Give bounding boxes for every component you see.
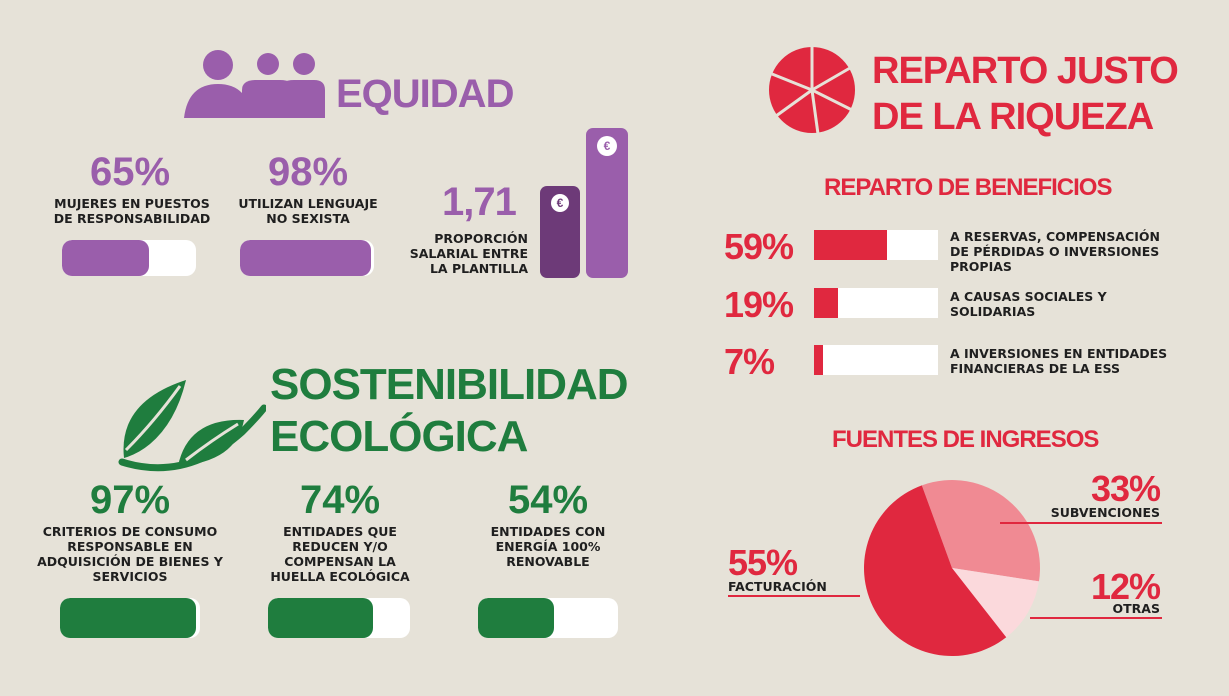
sostenibilidad-title-line1: SOSTENIBILIDAD [270,360,629,409]
ingresos-subvenciones-value: 33% [1090,468,1161,509]
stat-lenguaje-value: 98% [267,150,349,194]
sostenibilidad-title-line2: ECOLÓGICA [270,412,528,461]
sostenibilidad-section: SOSTENIBILIDAD ECOLÓGICA 97% CRITERIOS D… [0,350,640,696]
ingresos-facturacion-line [728,595,860,597]
ratio-label: PROPORCIÓN SALARIAL ENTRE LA PLANTILLA [409,231,528,276]
stat-lenguaje-bar [240,240,374,276]
pie-slice-facturacion [864,485,1007,656]
stat-mujeres-bar-fill [62,240,150,276]
beneficio-ess-bar-fill [814,345,823,375]
stat-energia-bar [478,598,618,638]
ingresos-pie [864,480,1040,656]
beneficio-ess-bar [814,345,938,375]
stat-lenguaje-bar-fill [240,240,372,276]
beneficios-title: REPARTO DE BENEFICIOS [824,174,1112,201]
ingresos-subvenciones-label: SUBVENCIONES [1050,505,1160,520]
pie-slice-otras [952,568,1039,638]
reparto-title-line1: REPARTO JUSTO [872,50,1179,92]
stat-mujeres-label: MUJERES EN PUESTOS DE RESPONSABILIDAD [53,196,211,226]
stat-mujeres-bar [62,240,196,276]
stat-huella-label: ENTIDADES QUE REDUCEN Y/O COMPENSAN LA H… [270,524,410,584]
beneficio-reservas-value: 59% [724,226,794,267]
reparto-title-line2: DE LA RIQUEZA [872,96,1154,138]
ingresos-facturacion-value: 55% [728,542,798,583]
ingresos-otras-label: OTRAS [1112,601,1160,616]
ratio-bar-high: € [586,128,628,278]
stat-consumo-label: CRITERIOS DE CONSUMO RESPONSABLE EN ADQU… [37,524,223,584]
ingresos-otras-value: 12% [1090,566,1161,607]
stat-huella-value: 74% [299,478,381,522]
ingresos-subvenciones-line [1000,522,1162,524]
stat-lenguaje-label: UTILIZAN LENGUAJE NO SEXISTA [238,196,378,226]
pie-slice-subvenciones [921,480,1040,582]
ingresos-title: FUENTES DE INGRESOS [832,426,1099,453]
stat-consumo-bar [60,598,200,638]
equidad-title: EQUIDAD [336,72,514,116]
stat-energia-value: 54% [507,478,589,522]
people-icon [184,50,325,118]
beneficio-ess-label: A INVERSIONES EN ENTIDADES FINANCIERAS D… [950,346,1168,376]
beneficio-reservas-label: A RESERVAS, COMPENSACIÓN DE PÉRDIDAS O I… [950,229,1160,274]
stat-energia-bar-fill [478,598,554,638]
beneficio-reservas-bar [814,230,938,260]
euro-coin-icon: € [551,194,569,212]
beneficio-ess-value: 7% [724,341,775,382]
stat-huella-bar [268,598,410,638]
ratio-bar-low: € [540,186,580,278]
stat-huella-bar-fill [268,598,374,638]
beneficio-sociales-bar [814,288,938,318]
reparto-section: REPARTO JUSTO DE LA RIQUEZA REPARTO DE B… [700,0,1229,696]
stat-energia-label: ENTIDADES CON ENERGÍA 100% RENOVABLE [490,524,606,569]
beneficio-reservas-bar-fill [814,230,888,260]
beneficio-sociales-value: 19% [724,284,794,325]
stat-consumo-bar-fill [60,598,196,638]
leaf-icon [118,380,266,472]
equidad-section: EQUIDAD 65% MUJERES EN PUESTOS DE RESPON… [0,0,640,340]
ingresos-facturacion-label: FACTURACIÓN [728,579,827,594]
pie-slices-icon [767,45,857,135]
beneficio-sociales-label: A CAUSAS SOCIALES Y SOLIDARIAS [950,289,1107,319]
ingresos-otras-line [1030,617,1162,619]
ratio-value: 1,71 [442,180,517,224]
stat-mujeres-value: 65% [89,150,171,194]
stat-consumo-value: 97% [89,478,171,522]
euro-coin-icon: € [597,136,617,156]
beneficio-sociales-bar-fill [814,288,838,318]
